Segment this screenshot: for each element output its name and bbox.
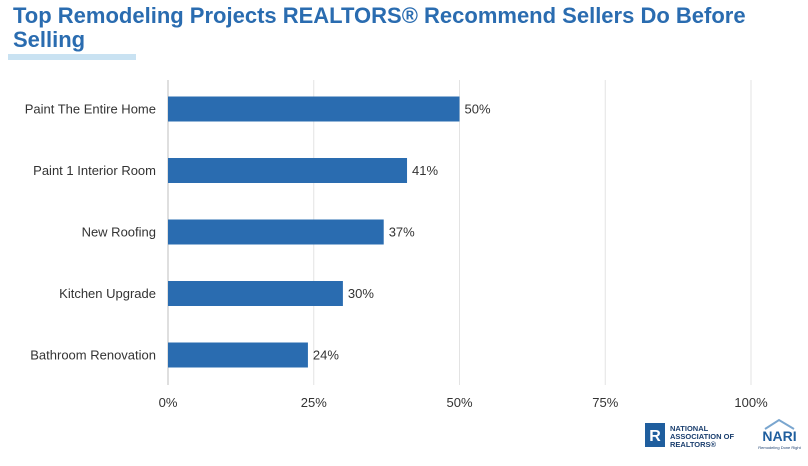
nar-logo-line-1: NATIONAL — [670, 424, 709, 433]
category-label-3: Kitchen Upgrade — [59, 286, 156, 301]
nari-logo: NARI Remodeling Done Right — [757, 418, 802, 456]
category-label-2: New Roofing — [82, 225, 156, 240]
value-label-2: 37% — [389, 225, 415, 240]
title-underline — [8, 54, 136, 60]
logo-area: R NATIONAL ASSOCIATION OF REALTORS® NARI… — [645, 418, 805, 458]
nari-logo-tagline: Remodeling Done Right — [758, 445, 801, 450]
value-label-0: 50% — [465, 102, 491, 117]
bar-3 — [168, 281, 343, 306]
nar-logo-icon: R — [645, 423, 665, 447]
value-label-3: 30% — [348, 286, 374, 301]
bar-2 — [168, 219, 384, 245]
x-tick-label-4: 100% — [734, 395, 768, 410]
nari-logo-name: NARI — [762, 428, 797, 444]
category-label-0: Paint The Entire Home — [25, 102, 156, 117]
category-label-4: Bathroom Renovation — [30, 348, 156, 363]
bar-1 — [168, 158, 408, 183]
category-label-1: Paint 1 Interior Room — [33, 163, 156, 178]
nari-roof-icon — [764, 418, 795, 430]
x-tick-label-2: 50% — [446, 395, 472, 410]
nar-logo-line-2: ASSOCIATION OF — [670, 432, 735, 441]
x-tick-label-0: 0% — [159, 395, 178, 410]
value-label-1: 41% — [412, 163, 438, 178]
x-tick-label-3: 75% — [592, 395, 618, 410]
bar-0 — [168, 96, 460, 122]
bar-4 — [168, 342, 308, 368]
chart-title: Top Remodeling Projects REALTORS® Recomm… — [13, 3, 746, 52]
nar-logo-text: NATIONAL ASSOCIATION OF REALTORS® — [670, 425, 750, 449]
value-label-4: 24% — [313, 348, 339, 363]
x-tick-label-1: 25% — [301, 395, 327, 410]
nar-logo-line-3: REALTORS® — [670, 440, 717, 449]
